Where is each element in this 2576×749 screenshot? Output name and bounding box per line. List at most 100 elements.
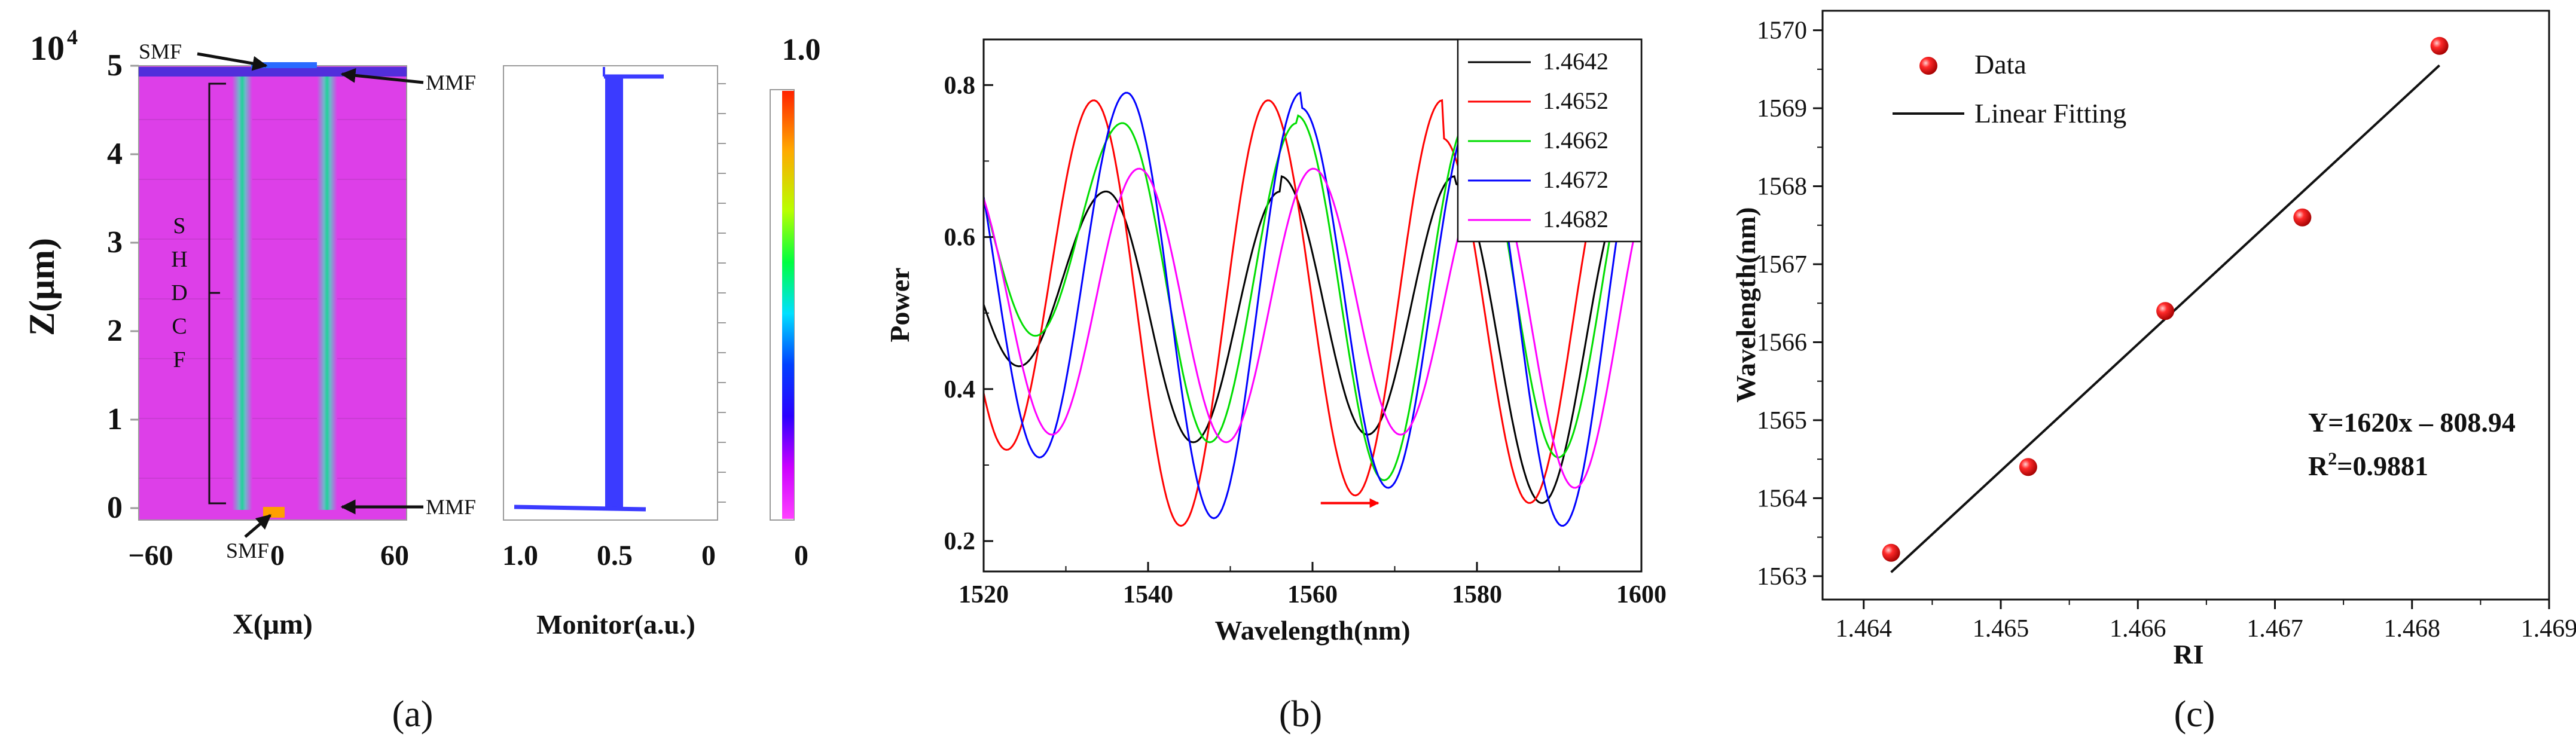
monitor-ticks bbox=[718, 83, 726, 503]
monitor-xlabel: Monitor(a.u.) bbox=[536, 609, 695, 640]
core-left bbox=[232, 77, 252, 510]
series-line-1.4672 bbox=[984, 91, 1641, 527]
mmf-bottom-label: MMF bbox=[426, 495, 476, 519]
shdcf-label: S H D C F bbox=[171, 213, 187, 372]
series-line-1.4662 bbox=[984, 114, 1641, 481]
shdcf-letter: F bbox=[173, 347, 185, 372]
data-point bbox=[2293, 208, 2312, 227]
panel-b: 1520 1540 1560 1580 1600 0.2 0.4 0.6 0.8 1.4642 1… bbox=[884, 38, 1667, 735]
panel-a-yticks: 0 1 2 3 4 5 bbox=[107, 48, 139, 525]
x-tick-label: −60 bbox=[128, 540, 173, 571]
colorbar-min: 0 bbox=[794, 540, 808, 571]
monitor-bottom-spike bbox=[514, 505, 646, 512]
panel-c-points bbox=[1882, 36, 2449, 562]
panel-b-xlabel: Wavelength(nm) bbox=[1214, 615, 1410, 646]
shdcf-letter: C bbox=[172, 314, 187, 339]
y-tick-label: 0.8 bbox=[944, 72, 976, 99]
legend-label: 1.4672 bbox=[1543, 166, 1609, 193]
series-line-1.4682 bbox=[984, 160, 1641, 489]
series-line-1.4652 bbox=[984, 99, 1641, 527]
data-point bbox=[1882, 543, 1900, 562]
x-tick-label: 1580 bbox=[1452, 581, 1502, 609]
y-tick-label: 1565 bbox=[1757, 407, 1807, 435]
legend-data-label: Data bbox=[1974, 49, 2026, 80]
exponent-base: 10 bbox=[30, 29, 65, 68]
series-line-1.4642 bbox=[984, 175, 1641, 505]
core-right bbox=[317, 77, 337, 510]
legend-label: 1.4682 bbox=[1543, 206, 1609, 233]
monitor-x-tick: 1.0 bbox=[502, 540, 538, 571]
panel-a-ylabel: Z(μm) bbox=[22, 238, 62, 336]
x-tick-label: 1.467 bbox=[2247, 615, 2303, 643]
bottom-smf-hot bbox=[263, 507, 285, 518]
x-tick-label: 1.465 bbox=[1973, 615, 2029, 643]
x-tick-label: 1560 bbox=[1287, 581, 1338, 609]
y-tick-label: 0 bbox=[107, 491, 123, 525]
top-fiber-band bbox=[139, 67, 407, 77]
y-tick-label: 1564 bbox=[1757, 485, 1807, 512]
y-tick-label: 5 bbox=[107, 48, 123, 82]
legend-label: 1.4652 bbox=[1543, 87, 1609, 114]
legend-data-marker bbox=[1919, 57, 1937, 75]
fit-equation: Y=1620x – 808.94 bbox=[2308, 407, 2516, 438]
smf-top-label: SMF bbox=[139, 39, 182, 63]
r-squared: R2=0.9881 bbox=[2308, 449, 2428, 481]
legend-fit-label: Linear Fitting bbox=[1974, 98, 2126, 129]
x-tick-label: 0 bbox=[270, 540, 285, 571]
panel-a-label: (a) bbox=[392, 694, 434, 735]
panel-a: 10 4 Z(μm) S H D C F bbox=[22, 25, 821, 735]
smf-bottom-label: SMF bbox=[226, 539, 269, 562]
y-tick-label: 1568 bbox=[1757, 173, 1807, 201]
y-tick-label: 1566 bbox=[1757, 329, 1807, 356]
y-tick-label: 1567 bbox=[1757, 251, 1807, 279]
x-tick-label: 1.466 bbox=[2110, 615, 2166, 643]
y-tick-label: 2 bbox=[107, 314, 123, 348]
shdcf-letter: H bbox=[171, 247, 187, 272]
panel-c-xlabel: RI bbox=[2173, 639, 2203, 669]
x-tick-label: 1.464 bbox=[1836, 615, 1893, 643]
shdcf-letter: S bbox=[173, 213, 185, 239]
panel-b-label: (b) bbox=[1279, 694, 1322, 735]
monitor-x-tick: 0 bbox=[701, 540, 716, 571]
x-tick-label: 1540 bbox=[1123, 581, 1173, 609]
panel-c-frame bbox=[1821, 10, 2550, 601]
y-tick-label: 3 bbox=[107, 225, 123, 259]
x-tick-label: 1.469 bbox=[2521, 615, 2576, 643]
y-tick-label: 1 bbox=[107, 402, 123, 436]
mmf-top-arrow bbox=[340, 68, 424, 84]
y-tick-label: 0.4 bbox=[944, 376, 976, 403]
y-tick-label: 0.6 bbox=[944, 224, 976, 252]
panel-a-xlabel: X(μm) bbox=[233, 609, 313, 640]
field-plot bbox=[139, 66, 407, 520]
x-tick-label: 1600 bbox=[1616, 581, 1667, 609]
panel-c-ylabel: Wavelength(nm) bbox=[1730, 207, 1761, 402]
monitor-x-tick: 0.5 bbox=[597, 540, 633, 571]
colorbar-max: 1.0 bbox=[782, 33, 821, 67]
panel-c: 1.464 1.465 1.466 1.467 1.468 1.469 1563 1564 15… bbox=[1730, 10, 2576, 735]
smf-bottom-arrow bbox=[244, 514, 271, 538]
x-tick-label: 1520 bbox=[959, 581, 1009, 609]
x-tick-label: 60 bbox=[380, 540, 409, 571]
colorbar bbox=[782, 91, 794, 519]
data-point bbox=[2156, 302, 2175, 320]
mmf-top-label: MMF bbox=[426, 71, 476, 94]
panel-c-axes: 1.464 1.465 1.466 1.467 1.468 1.469 1563 1564 15… bbox=[1757, 17, 2576, 643]
panel-b-ylabel: Power bbox=[884, 267, 915, 342]
y-tick-label: 0.2 bbox=[944, 528, 976, 555]
panel-a-xticks: −60 0 60 bbox=[128, 540, 409, 571]
smf-top-arrow bbox=[197, 52, 268, 71]
panel-b-series bbox=[984, 91, 1641, 527]
top-smf-tip bbox=[251, 62, 317, 68]
data-point bbox=[2019, 458, 2037, 476]
y-tick-label: 1563 bbox=[1757, 563, 1807, 591]
x-tick-label: 1.468 bbox=[2384, 615, 2441, 643]
legend-label: 1.4662 bbox=[1543, 127, 1609, 154]
exponent-power: 4 bbox=[67, 25, 78, 49]
y-tick-label: 1569 bbox=[1757, 95, 1807, 123]
monitor-trace bbox=[605, 77, 623, 507]
legend-label: 1.4642 bbox=[1543, 48, 1609, 75]
monitor-xticks: 1.0 0.5 0 bbox=[502, 540, 716, 571]
y-tick-label: 1570 bbox=[1757, 17, 1807, 45]
data-point bbox=[2430, 36, 2449, 55]
